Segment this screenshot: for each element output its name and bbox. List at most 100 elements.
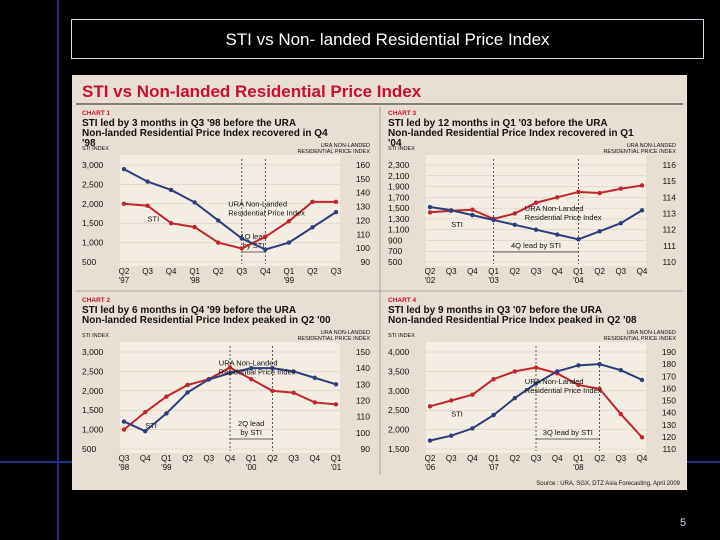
chart-4-series-ura-point [555, 369, 560, 374]
chart-1-y-right-tick: 100 [356, 243, 370, 253]
chart-2-y-left-tick: 500 [388, 257, 402, 267]
chart-3-y-left-tick: 1,000 [82, 425, 104, 435]
chart-2-y-right-tick: 113 [662, 209, 676, 219]
chart-2-y-left-tick: 1,900 [388, 182, 410, 192]
chart-1-x-tick: Q3 [331, 267, 342, 276]
chart-2-y-left-tick: 700 [388, 246, 402, 256]
chart-3-y-right-tick: 120 [356, 396, 370, 406]
chart-4-y-left-label: STI INDEX [388, 333, 415, 339]
chart-3-x-tick: Q3 [288, 454, 299, 463]
chart-2-series-sti-point [597, 190, 602, 196]
chart-3-series-ura-point [121, 419, 127, 424]
chart-2-series-sti-point [618, 186, 623, 191]
chart-4-x-tick-year: '06 [425, 463, 436, 472]
chart-2-y-left-tick: 900 [388, 235, 402, 245]
chart-2-series-sti-point [512, 211, 517, 216]
chart-1-y-right-tick: 150 [356, 174, 370, 184]
chart-4-series-sti-point [533, 365, 539, 370]
chart-2-series-ura-point [512, 222, 517, 228]
chart-1-series-sti-line [123, 200, 336, 250]
chart-4-series-ura-point [470, 426, 475, 431]
chart-1-title-line: Non-landed Residential Price Index recov… [82, 128, 328, 139]
chart-2-tag: CHART 3 [388, 110, 417, 117]
chart-3-y-right-tick: 100 [356, 428, 370, 438]
slide-title-box: STI vs Non- landed Residential Price Ind… [71, 19, 704, 59]
chart-1-x-tick: Q2 [307, 267, 318, 276]
chart-4-series-sti-point [491, 376, 496, 382]
chart-2-series-ura-point [470, 212, 475, 218]
chart-3-series-label-ura-line2: Residential Price Index [219, 367, 296, 376]
chart-4-y-left-tick: 2,500 [388, 405, 410, 415]
chart-4-series-sti-point [470, 392, 475, 397]
chart-4-annotation: 3Q lead by STI [543, 428, 593, 437]
chart-1-series-ura-point [216, 218, 221, 223]
chart-1-series-ura-point [286, 240, 292, 245]
clipping-figure: STI vs Non-landed Residential Price Inde… [72, 75, 687, 490]
chart-4-y-left-tick: 4,000 [388, 347, 410, 357]
chart-4-y-left-tick: 1,500 [388, 444, 410, 454]
chart-2-series-label-ura: URA Non-Landed [525, 204, 584, 213]
chart-2-title-line: '04 [388, 138, 402, 149]
chart-3-x-tick-year: '01 [331, 463, 342, 472]
chart-2-title-line: Non-landed Residential Price Index recov… [388, 128, 634, 139]
chart-4-series-ura-point [512, 395, 517, 401]
chart-1-series-ura-point [263, 247, 268, 252]
chart-4-y-right-tick: 160 [662, 383, 676, 393]
chart-3-y-right-label-line2: RESIDENTIAL PRICE INDEX [297, 336, 370, 342]
chart-4-x-tick: Q2 [509, 454, 520, 463]
chart-4-series-sti-point [512, 369, 517, 374]
chart-3-series-sti-point [270, 388, 275, 393]
chart-2-y-right-tick: 114 [662, 192, 676, 202]
chart-2-series-ura-point [427, 204, 433, 210]
chart-1-series-sti-point [145, 203, 150, 208]
chart-4-series-ura-point [427, 438, 433, 443]
chart-3-series-sti-point [333, 402, 339, 407]
source-note: Source : URA, SGX, DTZ Asia Forecasting,… [536, 481, 680, 487]
chart-4-series-ura-point [618, 367, 623, 373]
chart-2-series-ura-point [491, 217, 496, 223]
chart-3-title-line: Non-landed Residential Price Index peake… [82, 315, 331, 326]
chart-2-x-tick: Q4 [467, 267, 478, 276]
chart-2-y-left-tick: 2,300 [388, 160, 410, 170]
chart-2-y-right-label-line2: RESIDENTIAL PRICE INDEX [603, 149, 676, 155]
chart-3-y-right-tick: 150 [356, 347, 370, 357]
chart-4-series-ura-point [597, 361, 602, 367]
chart-2-series-label-sti: STI [451, 220, 463, 229]
chart-1-series-sti-point [121, 201, 127, 206]
chart-3-x-tick: Q4 [225, 454, 236, 463]
chart-3-x-tick: Q4 [309, 454, 320, 463]
chart-1-series-label-ura: URA Non-Landed [228, 199, 287, 208]
chart-1-x-tick: Q4 [260, 267, 271, 276]
chart-3-series-ura-point [333, 382, 339, 387]
chart-1-x-tick: Q2 [119, 267, 130, 276]
chart-4-x-tick: Q2 [425, 454, 436, 463]
chart-2-x-tick: Q2 [509, 267, 520, 276]
chart-1-series-ura-line [123, 168, 337, 251]
chart-3-series-ura-point [227, 370, 233, 376]
chart-2-series-ura-point [555, 232, 560, 237]
chart-1-series-sti-point [333, 199, 339, 205]
chart-4-x-tick: Q3 [446, 454, 457, 463]
chart-2-title-line: STI led by 12 months in Q1 '03 before th… [388, 118, 608, 129]
chart-4-x-tick: Q3 [531, 454, 542, 463]
chart-2-y-right-label: URA NON-LANDED [627, 143, 676, 149]
chart-4-series-label-sti: STI [451, 410, 463, 419]
chart-1-y-right-tick: 160 [356, 160, 370, 170]
chart-3-x-tick: Q1 [161, 454, 172, 463]
chart-1-x-tick: Q3 [236, 267, 247, 276]
chart-2-x-tick: Q4 [552, 267, 563, 276]
chart-2-series-ura-point [597, 229, 602, 234]
chart-3-x-tick-year: '00 [246, 463, 257, 472]
chart-1-series-ura-point [145, 179, 150, 184]
chart-1-y-left-tick: 3,000 [82, 160, 104, 170]
chart-2-x-tick: Q2 [425, 267, 436, 276]
chart-2-series-ura-point [639, 208, 645, 213]
page-number: 5 [680, 517, 687, 529]
clipping-headline: STI vs Non-landed Residential Price Inde… [82, 82, 422, 101]
chart-2-x-tick: Q3 [615, 267, 626, 276]
chart-4-series-sti-point [576, 382, 581, 388]
chart-2-y-left-tick: 1,100 [388, 225, 410, 235]
chart-1-series-ura-point [168, 187, 174, 193]
